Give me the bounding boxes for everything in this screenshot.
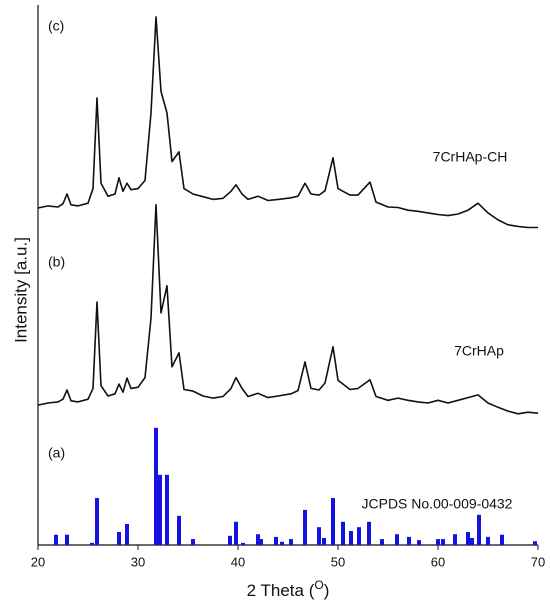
x-tick-label: 60 [431,554,445,569]
reference-bar [289,539,293,545]
x-tick-label: 30 [131,554,145,569]
reference-bar [228,535,232,545]
reference-bar [341,521,345,545]
reference-bar [453,534,457,545]
x-title-text: 2 Theta ( [247,581,315,600]
reference-bar [357,527,361,545]
reference-bar [165,474,169,545]
x-title-sup: O [314,578,323,592]
x-title-close: ) [324,581,330,600]
reference-bar [407,536,411,545]
x-tick-label: 20 [31,554,45,569]
x-tick-label: 50 [331,554,345,569]
series-label: (b) [48,254,65,270]
reference-bar [466,532,470,545]
x-axis-title: 2 Theta (O) [247,578,330,600]
reference-bar [317,527,321,545]
reference-bar [470,537,474,545]
reference-bar [154,427,158,545]
reference-bar [158,474,162,545]
reference-bar [436,539,440,545]
reference-bar [533,541,537,545]
reference-bar [477,514,481,545]
x-tick-label: 40 [231,554,245,569]
reference-bar [417,540,421,545]
reference-bar [90,542,94,545]
series-name: 7CrHAp [454,343,504,359]
reference-bar [331,498,335,545]
reference-bar [95,498,99,545]
reference-bar [322,537,326,545]
x-tick-label: 70 [531,554,545,569]
reference-bar [177,515,181,545]
series-name: 7CrHAp-CH [433,149,508,165]
reference-bar [234,521,238,545]
reference-bar [500,534,504,545]
reference-bar [380,539,384,545]
reference-bar [125,523,129,545]
reference-bar [256,534,260,545]
series-name: JCPDS No.00-009-0432 [362,496,513,512]
reference-bar [274,536,278,545]
reference-bar [441,539,445,545]
y-axis-title: Intensity [a.u.] [11,237,30,343]
reference-bar [241,542,245,545]
reference-bar [191,539,195,545]
series-label: (a) [48,445,65,461]
reference-bar [54,534,58,545]
reference-bar [395,534,399,545]
reference-bar [486,536,490,545]
reference-bar [65,534,69,545]
reference-bar [303,509,307,545]
xrd-line [37,16,538,229]
xrd-line [37,204,539,415]
reference-bar [117,532,121,545]
reference-bar [259,539,263,545]
reference-bar [349,530,353,545]
series-label: (c) [48,18,64,34]
reference-bar [367,521,371,545]
reference-bar [280,541,284,545]
